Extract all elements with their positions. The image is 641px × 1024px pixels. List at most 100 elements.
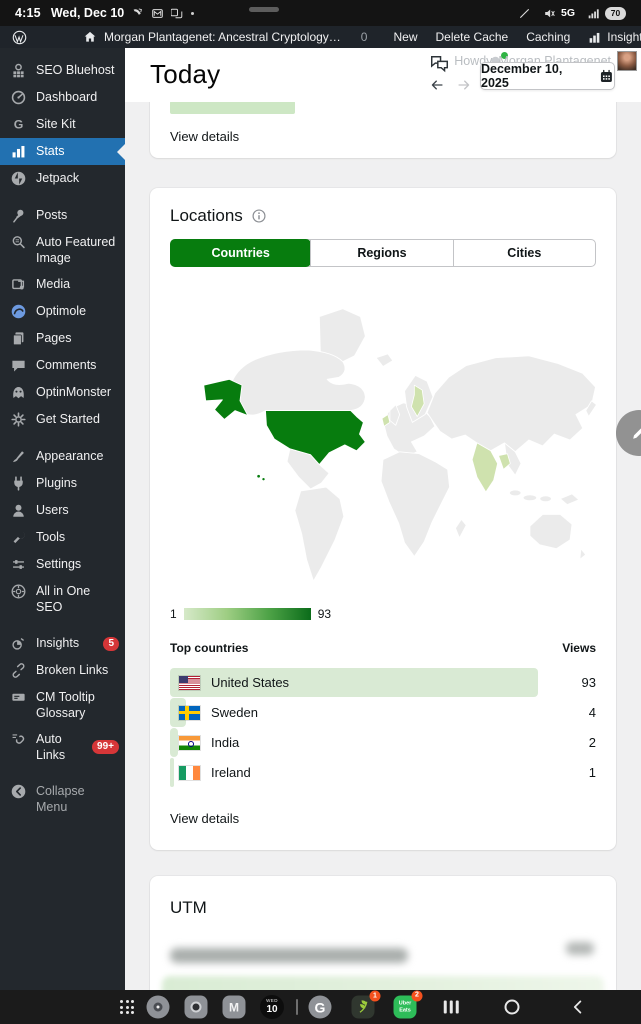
chrome-app-icon[interactable]	[146, 995, 170, 1019]
views-bar	[170, 758, 174, 787]
uber-eats-label: Uber	[398, 1000, 412, 1007]
sweden-flag-icon	[179, 705, 200, 720]
uber-eats-app-icon[interactable]: Uber Eats 2	[393, 990, 423, 1019]
sidebar-item-stats[interactable]: Stats	[0, 138, 125, 165]
tab-cities[interactable]: Cities	[452, 240, 595, 266]
network-type: 5G	[560, 7, 575, 19]
utm-title: UTM	[170, 898, 207, 917]
sidebar-item-appearance[interactable]: Appearance	[0, 443, 125, 470]
map-ireland	[381, 414, 391, 427]
home-icon[interactable]	[83, 30, 97, 44]
sidebar-item-posts[interactable]: Posts	[0, 202, 125, 229]
sidebar-item-cm-tooltip-glossary[interactable]: CM Tooltip Glossary	[0, 684, 125, 726]
calendar-weekday: WED	[266, 998, 278, 1004]
google-app-icon[interactable]: G	[308, 995, 332, 1019]
bar-chart-icon	[10, 143, 27, 160]
next-period-arrow[interactable]	[455, 78, 473, 92]
optimole-icon	[10, 303, 27, 320]
mute-icon	[543, 7, 556, 20]
insights-count-badge: 5	[103, 636, 119, 651]
stats-page: View details Today Howdy, Morgan Plantag…	[125, 48, 641, 990]
recents-button[interactable]	[443, 1000, 459, 1014]
views-bar	[170, 698, 186, 727]
blurred-highlight-bar	[162, 976, 604, 990]
stylus-icon	[518, 7, 531, 20]
date-picker[interactable]: December 10, 2025	[480, 62, 615, 90]
plant-app-icon[interactable]: 1	[351, 990, 381, 1019]
sidebar-item-tools[interactable]: Tools	[0, 524, 125, 551]
sidebar-item-users[interactable]: Users	[0, 497, 125, 524]
views-value: 93	[581, 675, 596, 690]
home-button[interactable]	[504, 999, 520, 1015]
sidebar-item-settings[interactable]: Settings	[0, 551, 125, 578]
sidebar-item-all-in-one-seo[interactable]: All in One SEO	[0, 578, 125, 620]
chrome-logo-icon	[153, 1002, 163, 1012]
wp-admin-sidebar: SEO Bluehost Dashboard G Site Kit Stats J…	[0, 48, 125, 990]
date-picker-value: December 10, 2025	[481, 62, 563, 90]
sidebar-item-label: Media	[36, 277, 71, 291]
sidebar-item-collapse-menu[interactable]: Collapse Menu	[0, 778, 125, 820]
country-name: United States	[211, 675, 290, 690]
page-header: Today Howdy, Morgan Plantagenet December…	[125, 48, 641, 102]
new-content-link[interactable]: New	[393, 30, 418, 44]
sidebar-item-jetpack[interactable]: Jetpack	[0, 165, 125, 192]
feedback-bubbles-icon[interactable]	[428, 53, 451, 74]
sidebar-item-broken-links[interactable]: Broken Links	[0, 657, 125, 684]
info-icon[interactable]	[251, 208, 267, 224]
camera-lens-icon	[190, 1001, 202, 1013]
missed-call-icon	[131, 7, 144, 20]
google-g-icon: G	[10, 116, 27, 133]
insights-bars-icon[interactable]	[588, 31, 601, 44]
previous-period-arrow[interactable]	[428, 78, 446, 92]
views-bar	[170, 668, 538, 697]
edit-fab-button[interactable]	[616, 410, 641, 456]
calendar-app-icon[interactable]: WED 10	[260, 995, 284, 1019]
sidebar-item-get-started[interactable]: Get Started	[0, 406, 125, 433]
svg-text:G: G	[14, 118, 24, 132]
sidebar-item-comments[interactable]: Comments	[0, 352, 125, 379]
sidebar-item-pages[interactable]: Pages	[0, 325, 125, 352]
gmail-app-icon[interactable]: M	[222, 995, 246, 1019]
sidebar-item-plugins[interactable]: Plugins	[0, 470, 125, 497]
sidebar-item-label: Get Started	[36, 412, 100, 426]
chart-bar-remnant	[170, 101, 295, 114]
camera-app-icon[interactable]	[184, 995, 208, 1019]
back-button[interactable]	[570, 999, 586, 1015]
sidebar-item-media[interactable]: Media	[0, 271, 125, 298]
sidebar-item-auto-links[interactable]: Auto Links 99+	[0, 726, 125, 768]
view-details-link[interactable]: View details	[170, 129, 240, 144]
battery-indicator: 70	[605, 6, 626, 20]
delete-cache-link[interactable]: Delete Cache	[435, 30, 509, 44]
wordpress-logo-icon[interactable]	[12, 30, 27, 45]
sidebar-item-insights[interactable]: Insights 5	[0, 630, 125, 657]
sidebar-item-label: Auto Links	[36, 732, 66, 762]
gmail-m-icon: M	[229, 1000, 239, 1014]
sidebar-item-label: OptinMonster	[36, 385, 112, 399]
sidebar-item-seo-bluehost[interactable]: SEO Bluehost	[0, 57, 125, 84]
blurred-row-label	[170, 948, 408, 963]
table-row: Ireland 1	[170, 758, 596, 787]
sidebar-item-auto-featured-image[interactable]: Auto Featured Image	[0, 229, 125, 271]
tab-regions[interactable]: Regions	[310, 240, 452, 266]
caching-link[interactable]: Caching	[526, 30, 571, 44]
seo-grid-icon	[10, 62, 27, 79]
sidebar-item-optimole[interactable]: Optimole	[0, 298, 125, 325]
jetpack-icon	[10, 170, 27, 187]
site-name-link[interactable]: Morgan Plantagenet: Ancestral Cryptology…	[104, 30, 341, 44]
sidebar-item-label: SEO Bluehost	[36, 63, 115, 77]
uber-eats-label: Eats	[399, 1007, 411, 1013]
legend-max: 93	[317, 607, 332, 621]
android-status-bar: 4:15 Wed, Dec 10 5G 70	[0, 0, 641, 26]
broken-link-icon	[10, 662, 27, 679]
avatar[interactable]	[617, 51, 637, 71]
sidebar-item-label: Settings	[36, 557, 82, 571]
sidebar-item-optinmonster[interactable]: OptinMonster	[0, 379, 125, 406]
view-details-link[interactable]: View details	[170, 811, 240, 826]
countries-table: United States 93 Sweden 4 India 2 Irelan…	[170, 668, 596, 787]
insights-link[interactable]: Insights	[607, 30, 641, 44]
sidebar-item-site-kit[interactable]: G Site Kit	[0, 111, 125, 138]
sidebar-item-dashboard[interactable]: Dashboard	[0, 84, 125, 111]
map-color-legend: 1 93	[170, 607, 596, 621]
app-drawer-button[interactable]	[120, 1000, 134, 1014]
tab-countries[interactable]: Countries	[170, 239, 312, 267]
